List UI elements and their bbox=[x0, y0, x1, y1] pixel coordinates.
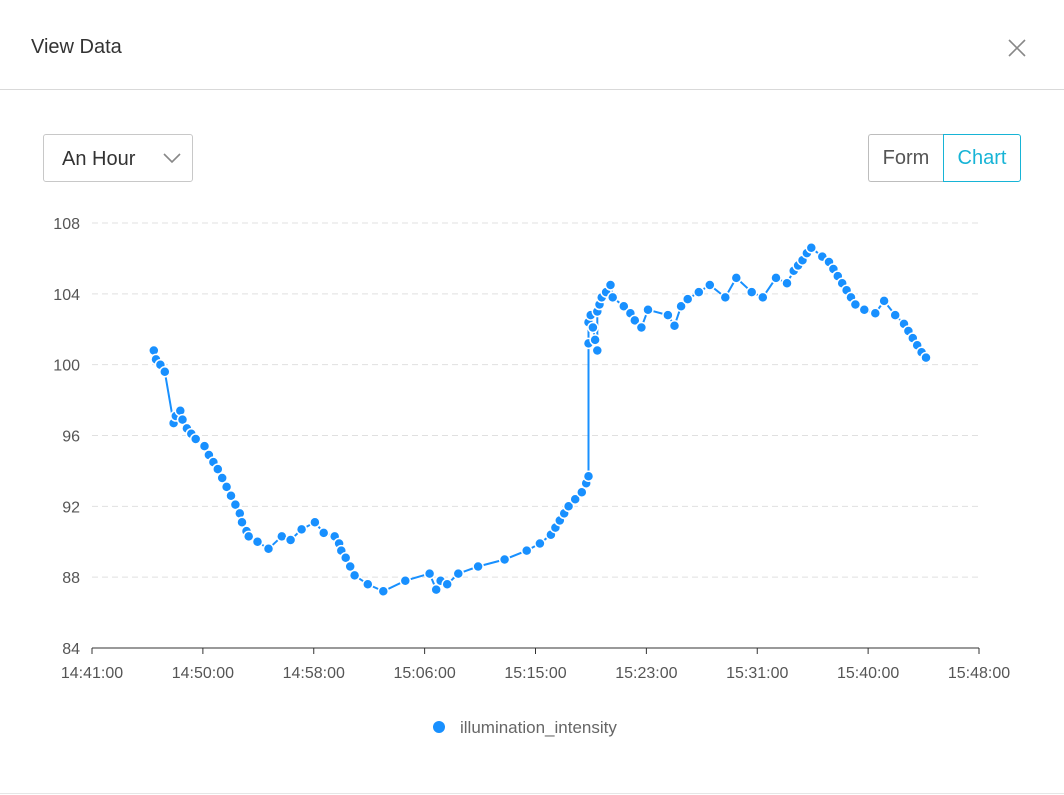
form-view-button[interactable]: Form bbox=[868, 134, 943, 182]
data-point[interactable] bbox=[189, 433, 202, 445]
data-point[interactable] bbox=[242, 530, 255, 543]
data-point[interactable] bbox=[423, 567, 436, 580]
data-point[interactable] bbox=[757, 291, 769, 304]
data-point[interactable] bbox=[362, 578, 374, 591]
data-point[interactable] bbox=[604, 279, 617, 291]
data-point[interactable] bbox=[693, 286, 705, 298]
x-tick-label: 15:31:00 bbox=[726, 665, 788, 682]
data-point[interactable] bbox=[399, 574, 412, 587]
data-point[interactable] bbox=[317, 527, 330, 539]
data-point[interactable] bbox=[587, 321, 599, 334]
data-point[interactable] bbox=[576, 486, 588, 498]
view-toggle: Form Chart bbox=[868, 134, 1021, 182]
data-point[interactable] bbox=[377, 585, 390, 598]
data-point[interactable] bbox=[668, 319, 681, 332]
data-point[interactable] bbox=[642, 304, 654, 316]
chevron-down-icon bbox=[162, 151, 182, 165]
data-point[interactable] bbox=[629, 314, 641, 327]
data-point[interactable] bbox=[452, 567, 465, 580]
data-point[interactable] bbox=[569, 493, 581, 505]
data-point[interactable] bbox=[704, 279, 716, 291]
legend-marker bbox=[433, 721, 445, 733]
y-tick-label: 84 bbox=[62, 641, 80, 658]
x-tick-label: 15:48:00 bbox=[948, 665, 1010, 682]
data-point[interactable] bbox=[176, 413, 189, 426]
data-point[interactable] bbox=[534, 537, 546, 550]
data-point[interactable] bbox=[719, 291, 732, 304]
data-point[interactable] bbox=[745, 286, 758, 298]
data-point[interactable] bbox=[225, 489, 237, 502]
legend-label[interactable]: illumination_intensity bbox=[460, 718, 617, 737]
data-point[interactable] bbox=[344, 560, 356, 573]
data-point[interactable] bbox=[339, 551, 352, 564]
data-point[interactable] bbox=[562, 500, 575, 513]
y-tick-label: 96 bbox=[62, 429, 80, 446]
x-tick-label: 14:41:00 bbox=[61, 665, 123, 682]
x-tick-label: 15:15:00 bbox=[504, 665, 566, 682]
data-point[interactable] bbox=[430, 583, 442, 596]
data-point[interactable] bbox=[212, 463, 224, 475]
data-point[interactable] bbox=[472, 560, 484, 573]
y-tick-label: 108 bbox=[53, 216, 80, 233]
data-point[interactable] bbox=[662, 309, 674, 321]
data-point[interactable] bbox=[618, 300, 630, 312]
data-point[interactable] bbox=[348, 569, 361, 582]
data-point[interactable] bbox=[878, 295, 890, 307]
data-point[interactable] bbox=[220, 481, 233, 493]
x-tick-label: 14:58:00 bbox=[283, 665, 345, 682]
data-point[interactable] bbox=[889, 309, 901, 321]
x-tick-label: 14:50:00 bbox=[172, 665, 234, 682]
data-point[interactable] bbox=[730, 272, 743, 284]
modal-header: View Data bbox=[0, 0, 1064, 90]
data-point[interactable] bbox=[589, 334, 601, 346]
data-point[interactable] bbox=[606, 291, 619, 304]
data-point[interactable] bbox=[520, 544, 533, 557]
data-point[interactable] bbox=[262, 543, 275, 555]
line-chart: 84 88 92 96 100 104 108 14:41:00 14:50:00 14:58:0… bbox=[0, 190, 1064, 750]
close-icon[interactable] bbox=[1006, 37, 1028, 59]
data-point[interactable] bbox=[770, 272, 782, 284]
data-point[interactable] bbox=[869, 307, 882, 320]
time-range-select[interactable]: An Hour bbox=[43, 134, 193, 182]
data-point[interactable] bbox=[805, 242, 818, 254]
y-tick-label: 88 bbox=[62, 570, 80, 587]
data-point[interactable] bbox=[681, 293, 694, 305]
modal-footer-divider bbox=[0, 793, 1064, 794]
x-tick-label: 15:06:00 bbox=[393, 665, 455, 682]
data-point[interactable] bbox=[591, 344, 604, 357]
data-point[interactable] bbox=[635, 321, 648, 334]
data-point[interactable] bbox=[498, 553, 511, 566]
data-point[interactable] bbox=[236, 516, 248, 529]
data-point[interactable] bbox=[216, 472, 228, 484]
modal-title: View Data bbox=[31, 36, 122, 58]
y-tick-label: 104 bbox=[53, 287, 80, 304]
x-tick-label: 15:40:00 bbox=[837, 665, 899, 682]
data-point[interactable] bbox=[441, 578, 453, 591]
data-point[interactable] bbox=[284, 534, 297, 546]
data-point[interactable] bbox=[309, 516, 321, 529]
chart-view-button[interactable]: Chart bbox=[943, 134, 1021, 182]
data-point[interactable] bbox=[858, 304, 871, 316]
time-range-value: An Hour bbox=[62, 148, 136, 170]
data-point[interactable] bbox=[849, 298, 862, 311]
data-point[interactable] bbox=[159, 366, 171, 378]
data-point[interactable] bbox=[251, 536, 264, 548]
y-tick-label: 92 bbox=[62, 499, 80, 516]
data-point[interactable] bbox=[920, 351, 932, 364]
data-point[interactable] bbox=[229, 498, 242, 511]
data-point[interactable] bbox=[295, 523, 308, 536]
data-point[interactable] bbox=[198, 440, 211, 452]
data-point[interactable] bbox=[582, 470, 595, 482]
data-point[interactable] bbox=[781, 277, 793, 289]
x-tick-label: 15:23:00 bbox=[615, 665, 677, 682]
y-tick-label: 100 bbox=[53, 358, 80, 375]
data-point[interactable] bbox=[675, 300, 687, 312]
